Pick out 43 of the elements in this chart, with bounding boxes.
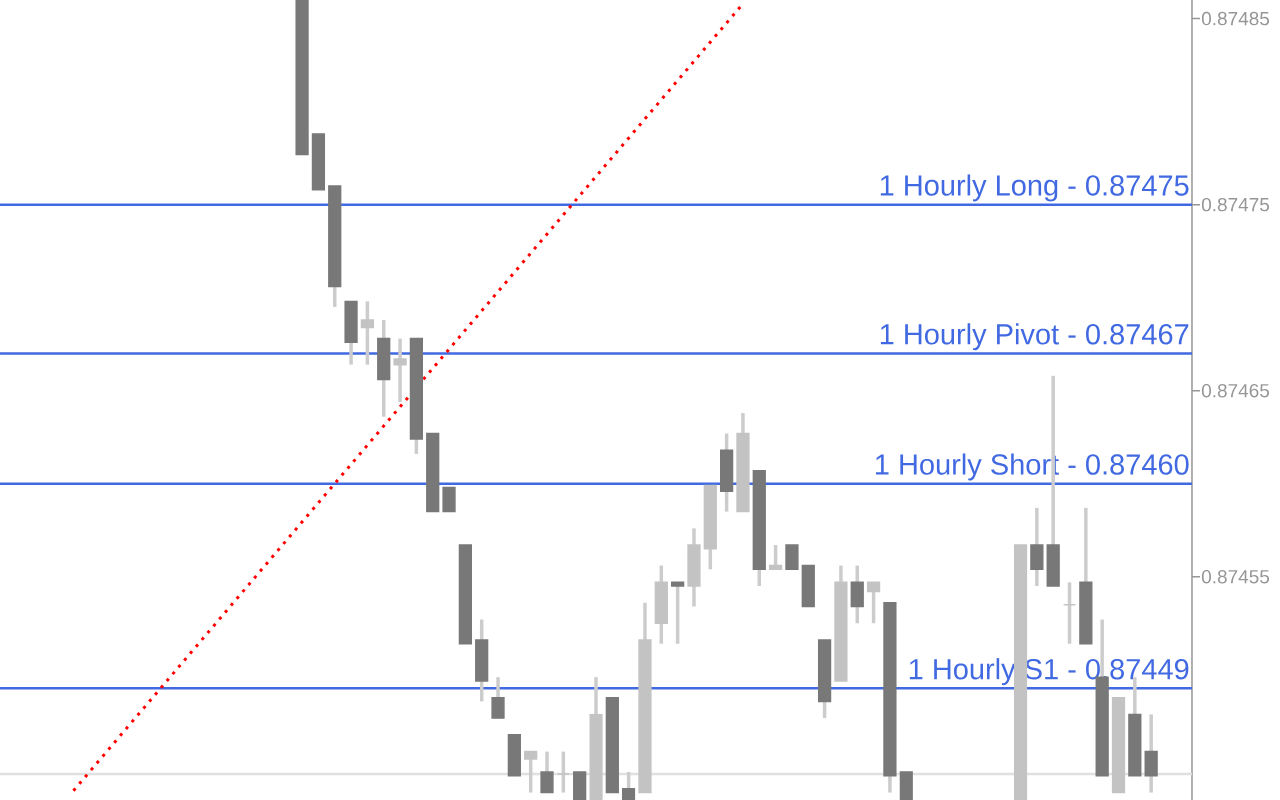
candlestick	[426, 432, 440, 513]
ref-line-label: 1 Hourly Pivot - 0.87467	[880, 323, 1189, 351]
candlestick	[671, 581, 685, 644]
candlestick	[491, 677, 505, 719]
candlestick	[883, 602, 897, 793]
ref-line-label: 1 Hourly S1 - 0.87449	[909, 658, 1189, 686]
candlestick	[393, 338, 407, 402]
candlestick	[475, 619, 489, 702]
candlestick	[540, 751, 554, 794]
y-tick-label: 0.87475	[1201, 197, 1270, 212]
candlestick	[866, 581, 881, 624]
y-tick-label: 0.87465	[1201, 383, 1270, 398]
candlestick	[442, 486, 456, 513]
ref-line-label: 1 Hourly Long - 0.87475	[880, 174, 1189, 202]
candlestick	[1013, 544, 1028, 800]
candlestick	[1030, 507, 1044, 587]
y-tick-label: 0.87455	[1201, 570, 1270, 584]
candlestick	[736, 413, 750, 513]
candlestick	[687, 528, 701, 607]
candlestick	[801, 564, 815, 608]
candlestick	[328, 185, 342, 307]
candlestick	[768, 545, 783, 571]
candlestick	[507, 734, 521, 777]
candlestick	[377, 319, 391, 417]
candlestick	[1062, 582, 1077, 644]
candlestick	[295, 0, 309, 156]
candlestick	[360, 301, 375, 365]
candlestick	[850, 565, 864, 624]
candlestick	[311, 133, 326, 191]
candlestick	[458, 544, 472, 645]
candlestick	[638, 602, 652, 794]
candlestick	[524, 750, 538, 793]
y-tick-label: 0.87485	[1201, 11, 1270, 26]
candlestick	[344, 300, 358, 365]
candlestick	[703, 484, 717, 570]
ref-line-label: 1 Hourly Short - 0.87460	[876, 453, 1189, 481]
candlestick	[1079, 507, 1093, 645]
candlestick	[1111, 696, 1126, 794]
candlestick	[834, 565, 848, 682]
candlestick	[605, 696, 619, 794]
candlestick	[556, 751, 570, 793]
candlestick	[1144, 714, 1158, 793]
candlestick	[785, 544, 799, 571]
